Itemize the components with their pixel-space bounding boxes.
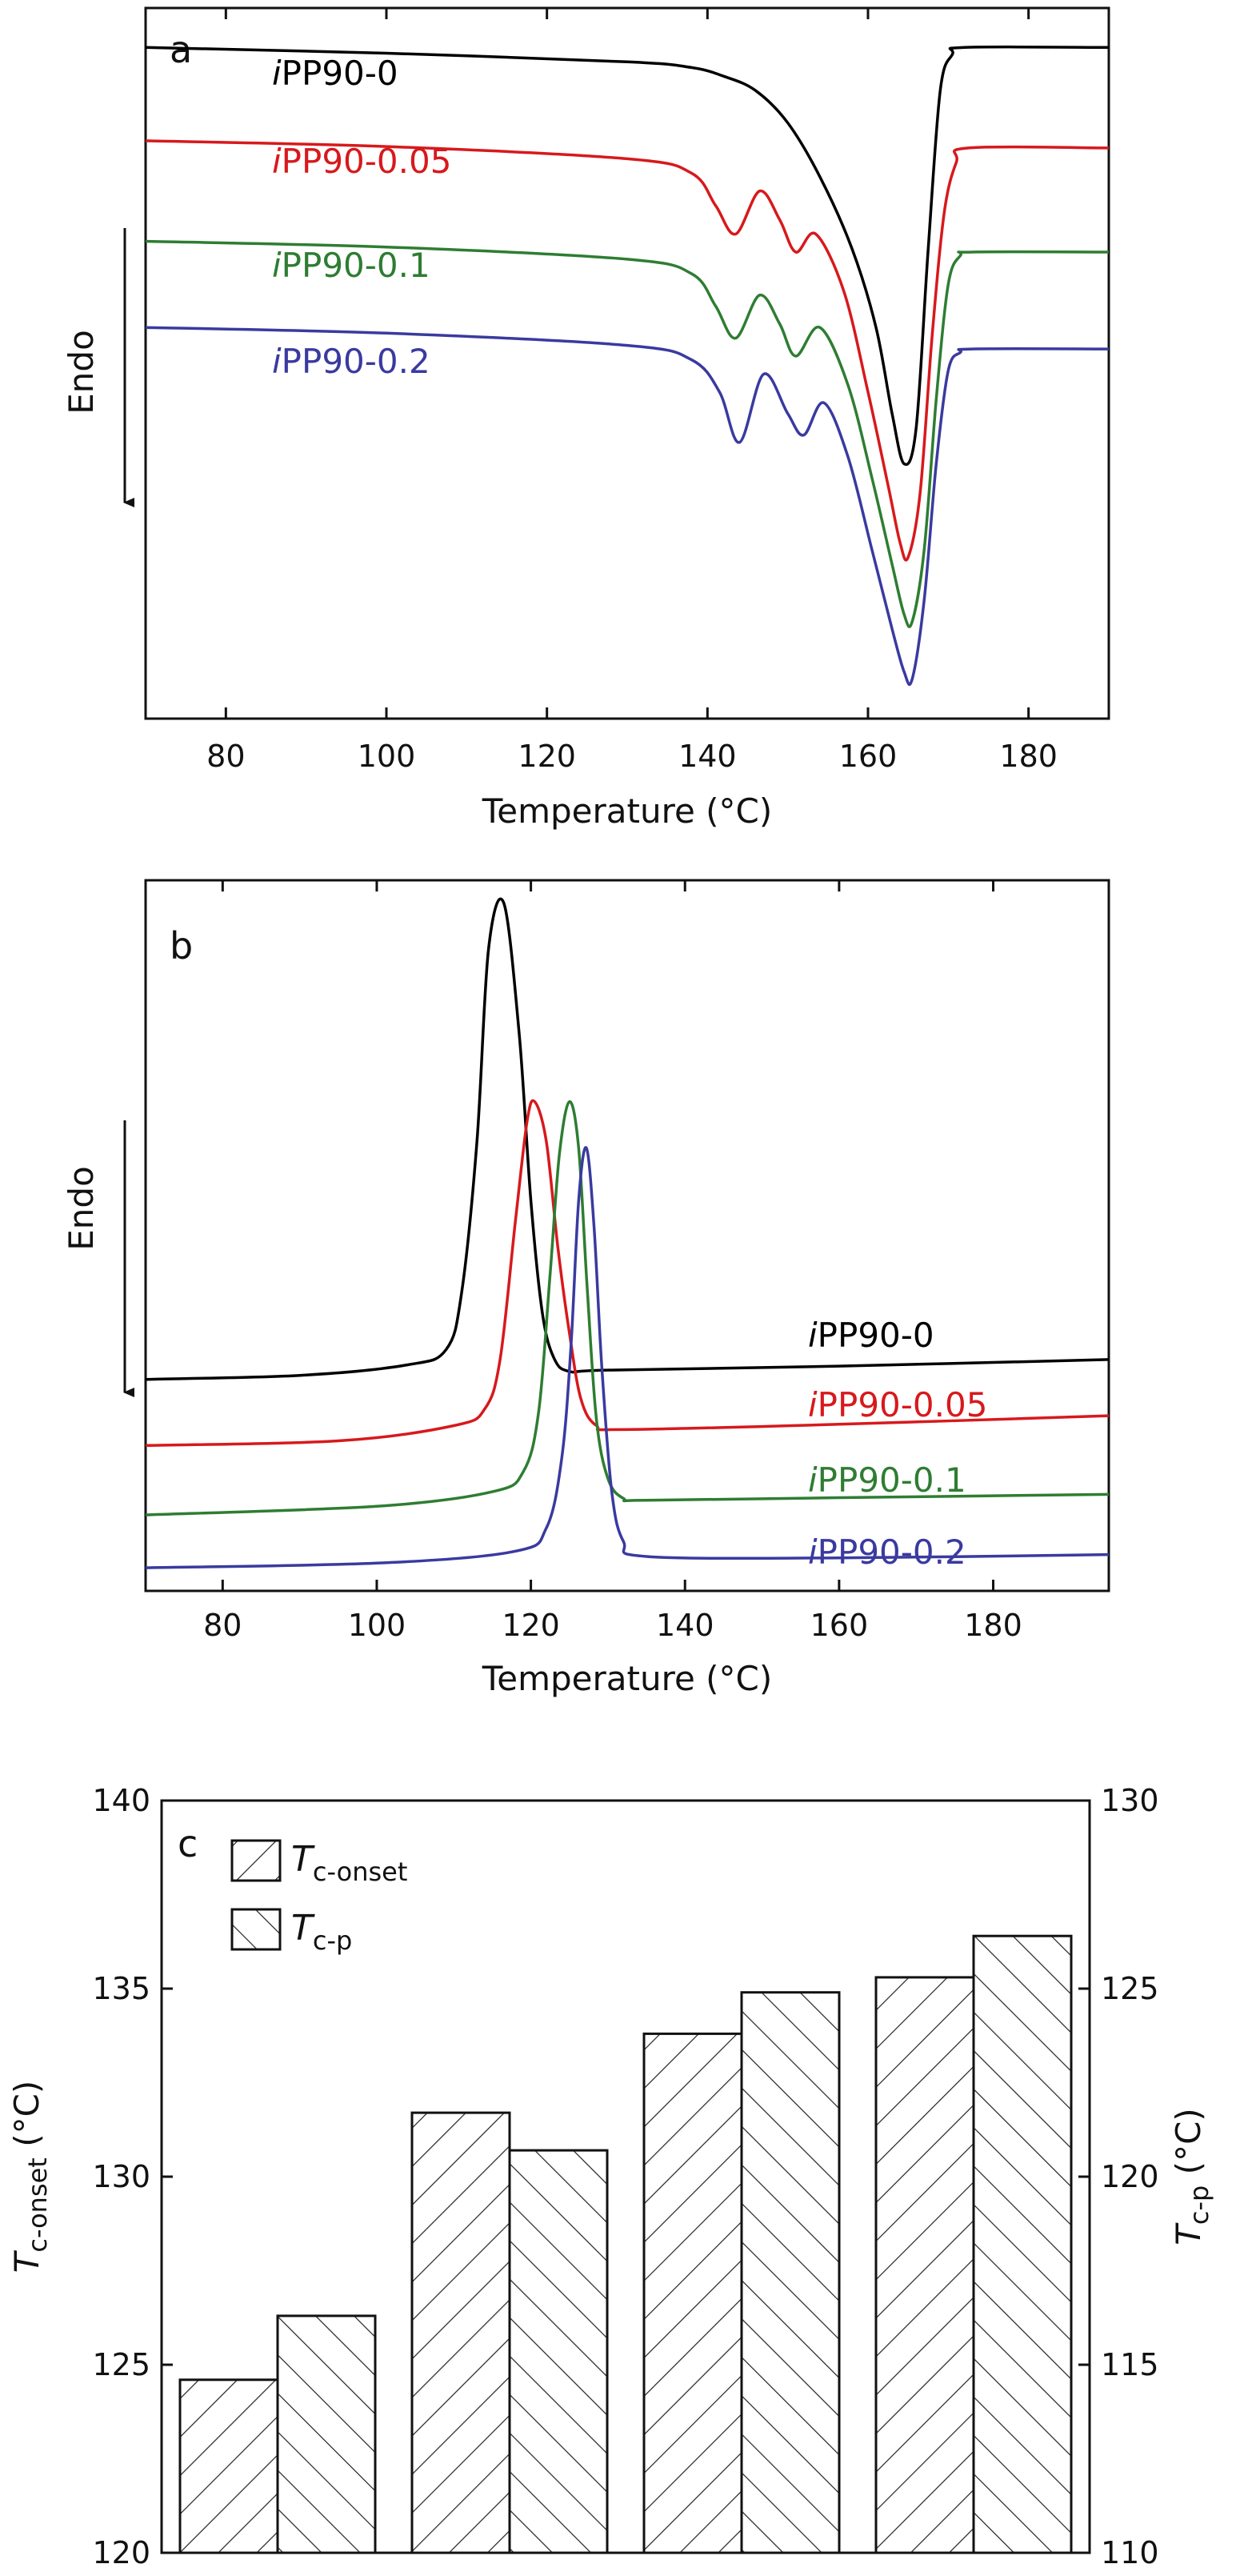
panel-c-left-tick-label-130: 130 — [92, 2159, 150, 2194]
panel-a-xtick-label-160: 160 — [839, 739, 898, 774]
panel-c-bar-chart: c 120 125 130 135 140 110 115 120 125 130 iPP90-… — [7, 1783, 1214, 2576]
panel-c-letter: c — [178, 1822, 198, 1865]
panel-c-category-pp90-0-2: iPP90-0.2 — [902, 2571, 1046, 2576]
panel-b-xtick-label-120: 120 — [502, 1608, 560, 1643]
panel-c-left-y-axis-title: Tc-onset (°C) — [7, 2081, 53, 2274]
panel-b-xtick-label-180: 180 — [964, 1608, 1022, 1643]
panel-b-curve-pp90-0-2 — [145, 1146, 1110, 1569]
panel-b-x-axis-title: Temperature (°C) — [482, 1659, 773, 1698]
panel-b-curve-pp90-0-05 — [145, 1099, 1110, 1448]
panel-b-label-pp90-0: iPP90-0 — [808, 1316, 934, 1355]
panel-c-bars — [178, 1934, 1073, 2554]
panel-c-right-tick-label-115: 115 — [1101, 2347, 1159, 2382]
panel-a-x-axis-title: Temperature (°C) — [482, 791, 773, 831]
bar-c-p-pp90-0-1 — [740, 1991, 841, 2554]
panel-c-right-tick-label-125: 125 — [1101, 1971, 1159, 2006]
panel-c-left-tick-label-125: 125 — [92, 2347, 150, 2382]
bar-c-onset-pp90-0 — [178, 2378, 279, 2554]
panel-a-curve-pp90-0-2 — [145, 326, 1110, 686]
panel-c-legend: Tc-onset Tc-p — [230, 1839, 407, 1956]
panel-a-dsc-heating: a Endo iPP90-0iPP90-0.05iPP90-0.1iPP90-0… — [62, 6, 1110, 831]
bar-c-p-pp90-0-2 — [972, 1934, 1073, 2554]
panel-b-letter: b — [170, 924, 193, 968]
bar-c-onset-pp90-0-05 — [410, 2111, 511, 2554]
panel-a-xtick-label-140: 140 — [678, 739, 737, 774]
panel-b-label-pp90-0-2: iPP90-0.2 — [808, 1532, 966, 1572]
panel-b-xtick-label-100: 100 — [348, 1608, 406, 1643]
panel-a-xtick-label-100: 100 — [358, 739, 416, 774]
legend-swatch-c-p — [230, 1908, 282, 1951]
panel-a-curve-pp90-0-1 — [145, 239, 1110, 628]
panel-b-xtick-label-140: 140 — [656, 1608, 714, 1643]
panel-c-category-labels: iPP90-0 iPP90-0.05 iPP90-0.1 iPP90-0.2 — [221, 2543, 1046, 2576]
panel-a-y-axis-label: Endo — [62, 228, 134, 507]
panel-b-plot-frame — [144, 879, 1110, 1592]
panel-a-label-pp90-0-2: iPP90-0.2 — [272, 342, 430, 381]
panel-a-curves — [145, 45, 1110, 686]
panel-a-xtick-label-80: 80 — [206, 739, 245, 774]
panel-c-category-pp90-0: iPP90-0 — [221, 2571, 335, 2576]
panel-a-label-pp90-0-1: iPP90-0.1 — [272, 246, 430, 285]
panel-b-curve-pp90-0-1 — [145, 1100, 1110, 1516]
panel-a-curve-pp90-0 — [145, 45, 1110, 467]
bar-c-p-pp90-0-05 — [508, 2149, 609, 2554]
bar-c-p-pp90-0 — [276, 2314, 377, 2554]
panel-a-curve-pp90-0-05 — [145, 139, 1110, 562]
panel-a-xtick-label-120: 120 — [518, 739, 576, 774]
panel-b-series-labels: iPP90-0 iPP90-0.05 iPP90-0.1 iPP90-0.2 — [808, 1316, 987, 1572]
panel-b-curves — [145, 897, 1110, 1569]
panel-b-y-axis-label: Endo — [62, 1120, 134, 1397]
panel-b-label-pp90-0-05: iPP90-0.05 — [808, 1385, 987, 1424]
panel-b-endo-label: Endo — [62, 1166, 101, 1251]
panel-c-right-tick-label-110: 110 — [1101, 2535, 1159, 2570]
panel-a-series-labels: iPP90-0 iPP90-0.05 iPP90-0.1 iPP90-0.2 — [272, 54, 451, 381]
legend-label-c-onset: Tc-onset — [291, 1839, 407, 1887]
panel-c-right-y-axis-title: Tc-p (°C) — [1169, 2108, 1214, 2245]
bar-c-onset-pp90-0-2 — [874, 1976, 975, 2554]
panel-b-x-ticks: 80 100 120 140 160 180 — [203, 880, 1022, 1643]
panel-a-x-ticks: 80 100 120 140 160 180 — [206, 8, 1058, 774]
panel-c-left-tick-label-120: 120 — [92, 2535, 150, 2570]
panel-c-right-y-ticks: 110 115 120 125 130 — [1078, 1783, 1159, 2570]
panel-a-plot-frame — [144, 6, 1110, 720]
panel-c-left-tick-label-135: 135 — [92, 1971, 150, 2006]
panel-a-xtick-label-180: 180 — [999, 739, 1058, 774]
panel-b-xtick-label-160: 160 — [810, 1608, 869, 1643]
panel-c-left-tick-label-140: 140 — [92, 1783, 150, 1818]
bar-c-onset-pp90-0-1 — [642, 2032, 743, 2554]
panel-c-right-tick-label-120: 120 — [1101, 2159, 1159, 2194]
panel-b-dsc-cooling: b Endo iPP90-0iPP90-0.05iPP90-0.1iPP90-0… — [62, 879, 1110, 1698]
legend-swatch-c-onset — [230, 1839, 282, 1882]
panel-a-label-pp90-0-05: iPP90-0.05 — [272, 142, 451, 181]
panel-b-xtick-label-80: 80 — [203, 1608, 242, 1643]
panel-c-right-tick-label-130: 130 — [1101, 1783, 1159, 1818]
panel-b-curve-pp90-0 — [145, 897, 1110, 1381]
legend-label-c-p: Tc-p — [291, 1908, 352, 1956]
panel-a-endo-label: Endo — [62, 330, 101, 415]
panel-a-label-pp90-0: iPP90-0 — [272, 54, 398, 93]
panel-c-category-pp90-0-05: iPP90-0.05 — [428, 2571, 590, 2576]
panel-b-label-pp90-0-1: iPP90-0.1 — [808, 1460, 966, 1500]
panel-c-category-pp90-0-1: iPP90-0.1 — [670, 2571, 814, 2576]
panel-c-left-y-ticks: 120 125 130 135 140 — [92, 1783, 173, 2570]
